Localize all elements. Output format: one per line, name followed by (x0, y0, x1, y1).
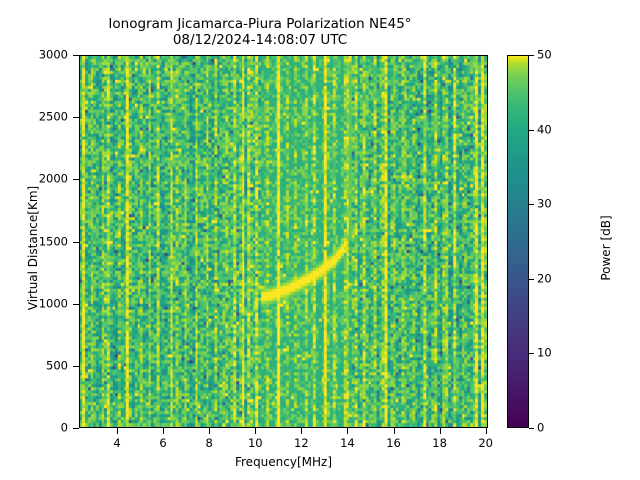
colorbar-tick-mark (529, 428, 534, 429)
chart-title: Ionogram Jicamarca-Piura Polarization NE… (0, 16, 520, 48)
colorbar-tick-mark (529, 353, 534, 355)
colorbar-tick-mark (529, 204, 534, 206)
y-tick-label: 1000 (38, 295, 68, 310)
x-tick-label: 16 (386, 436, 401, 450)
x-tick-label: 6 (159, 436, 167, 450)
y-tick-label: 1500 (38, 233, 68, 248)
y-tick-label: 3000 (38, 47, 68, 62)
y-tick-mark (73, 303, 79, 305)
x-tick-label: 10 (247, 436, 263, 450)
x-tick-label: 12 (294, 436, 309, 450)
heatmap-plot-area[interactable] (79, 55, 488, 428)
x-tick-mark (163, 428, 165, 434)
colorbar-tick-mark (529, 55, 534, 56)
x-tick-mark (439, 428, 441, 434)
x-tick-mark (255, 428, 257, 434)
x-tick-mark (393, 428, 395, 434)
y-tick-label: 2000 (38, 171, 68, 186)
chart-title-line-1: Ionogram Jicamarca-Piura Polarization NE… (108, 16, 412, 32)
y-tick-mark (73, 179, 79, 181)
y-axis-label: Virtual Distance[Km] (26, 185, 40, 311)
y-tick-mark (73, 241, 79, 243)
x-tick-label: 18 (432, 436, 447, 450)
y-tick-label: 500 (46, 358, 68, 373)
colorbar-tick-label: 30 (537, 196, 552, 211)
ionogram-heatmap-canvas (80, 56, 487, 427)
colorbar-tick-label: 10 (537, 345, 552, 360)
y-tick-mark (73, 365, 79, 367)
y-tick-label: 2500 (38, 109, 68, 124)
chart-title-line-2: 08/12/2024-14:08:07 UTC (172, 32, 348, 48)
x-tick-mark (347, 428, 349, 434)
x-tick-label: 4 (113, 436, 121, 450)
colorbar (507, 55, 529, 428)
y-tick-mark (73, 55, 79, 56)
x-tick-label: 20 (478, 436, 494, 450)
colorbar-tick-label: 50 (537, 47, 552, 62)
y-tick-mark (73, 428, 79, 429)
colorbar-tick-label: 0 (537, 420, 545, 435)
colorbar-tick-mark (529, 129, 534, 131)
y-tick-mark (73, 117, 79, 119)
x-tick-mark (301, 428, 303, 434)
x-tick-label: 14 (340, 436, 355, 450)
x-tick-mark (485, 428, 487, 434)
x-tick-mark (209, 428, 211, 434)
x-axis-label: Frequency[MHz] (234, 455, 333, 469)
colorbar-tick-label: 20 (537, 271, 552, 286)
x-tick-label: 8 (205, 436, 213, 450)
x-tick-mark (117, 428, 119, 434)
colorbar-tick-label: 40 (537, 121, 552, 136)
y-tick-label: 0 (60, 420, 68, 435)
colorbar-label: Power [dB] (599, 215, 613, 281)
colorbar-tick-mark (529, 278, 534, 280)
